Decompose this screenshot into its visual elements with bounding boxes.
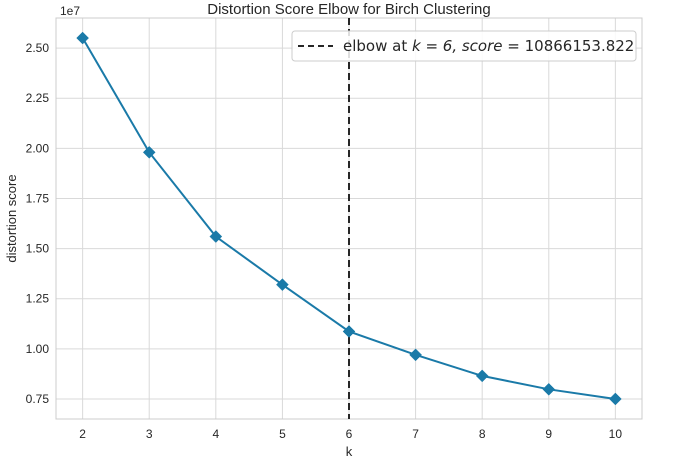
data-point	[342, 325, 356, 338]
data-point	[409, 348, 422, 362]
data-point	[475, 369, 489, 383]
y-tick-label: 1.50	[26, 242, 50, 256]
x-tick-label: 8	[479, 427, 486, 441]
x-tick-label: 7	[412, 427, 419, 441]
legend-score-value: 10866153.822	[525, 37, 635, 55]
legend: elbow at k = 6, score = 10866153.822	[291, 30, 637, 62]
x-tick-label: 9	[545, 427, 552, 441]
x-axis-label: k	[346, 444, 353, 459]
y-tick-label: 2.00	[26, 141, 50, 155]
data-point	[609, 392, 622, 406]
x-tick-label: 5	[279, 427, 286, 441]
legend-box	[291, 30, 637, 62]
series-layer	[76, 31, 622, 406]
tick-labels: 2 3 4 5 6 7 8 9 10 0.75 1.00 1.25 1.50 1.75 2.00 2.25 2.…	[26, 41, 623, 441]
legend-elbow-entry: elbow at k = 6, score = 10866153.822	[343, 37, 634, 55]
data-point	[209, 230, 223, 243]
y-axis-label: distortion score	[4, 174, 19, 262]
data-point	[142, 145, 156, 159]
data-point	[542, 382, 556, 396]
x-tick-label: 4	[212, 427, 219, 441]
data-point	[76, 31, 89, 45]
y-tick-label: 2.25	[26, 91, 50, 105]
legend-k-expr: k = 6, score =	[412, 37, 525, 55]
y-tick-label: 1.75	[26, 191, 50, 205]
x-tick-label: 6	[346, 427, 353, 441]
x-tick-label: 3	[146, 427, 153, 441]
y-tick-label: 0.75	[26, 392, 50, 406]
x-tick-label: 10	[609, 427, 623, 441]
y-tick-label: 2.50	[26, 41, 50, 55]
y-axis-offset-label: 1e7	[60, 4, 80, 18]
y-tick-label: 1.00	[26, 342, 50, 356]
chart-title: Distortion Score Elbow for Birch Cluster…	[207, 1, 490, 18]
legend-prefix: elbow at	[343, 37, 412, 55]
y-tick-label: 1.25	[26, 292, 50, 306]
data-point	[276, 278, 289, 292]
x-tick-label: 2	[79, 427, 86, 441]
